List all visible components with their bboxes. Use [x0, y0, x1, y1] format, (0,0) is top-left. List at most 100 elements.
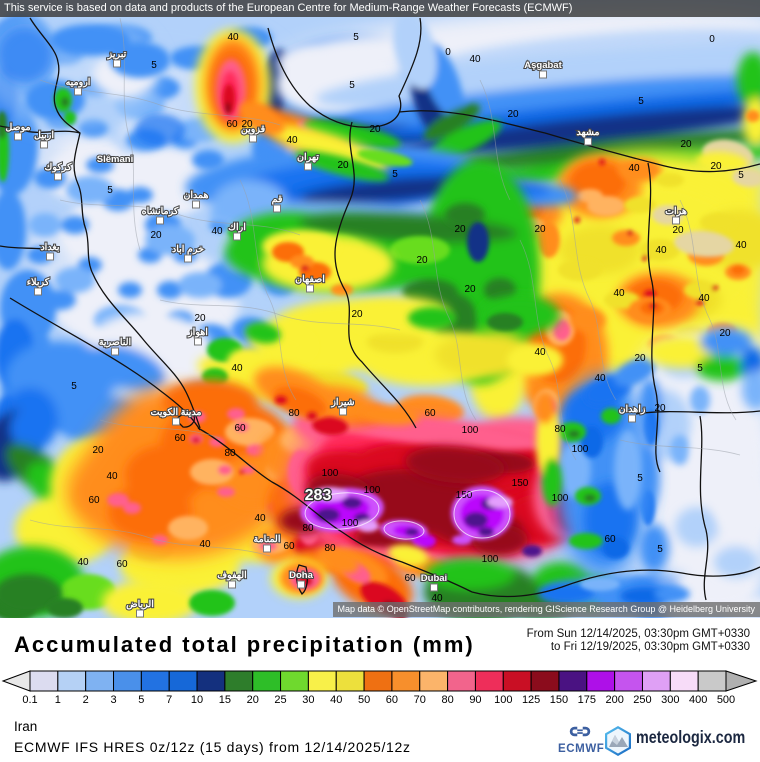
svg-text:200: 200	[605, 694, 623, 706]
svg-text:175: 175	[578, 694, 596, 706]
svg-text:20: 20	[454, 224, 466, 235]
svg-text:خرم اباد: خرم اباد	[172, 244, 204, 255]
svg-text:80: 80	[224, 448, 236, 459]
svg-text:1: 1	[55, 694, 61, 706]
svg-text:40: 40	[227, 32, 239, 43]
svg-text:المنامة: المنامة	[254, 534, 281, 545]
svg-text:Dubai: Dubai	[421, 573, 447, 584]
svg-text:20: 20	[634, 353, 646, 364]
svg-text:80: 80	[288, 408, 300, 419]
svg-text:400: 400	[689, 694, 707, 706]
svg-text:5: 5	[392, 169, 398, 180]
svg-text:3: 3	[110, 694, 116, 706]
svg-text:40: 40	[286, 135, 298, 146]
svg-text:50: 50	[358, 694, 370, 706]
svg-text:30: 30	[302, 694, 314, 706]
svg-text:اربيل: اربيل	[34, 130, 54, 141]
svg-text:90: 90	[469, 694, 481, 706]
svg-text:300: 300	[661, 694, 679, 706]
svg-text:20: 20	[416, 255, 428, 266]
svg-text:5: 5	[353, 32, 359, 43]
svg-text:5: 5	[638, 96, 644, 107]
svg-text:شيراز: شيراز	[330, 397, 354, 408]
svg-text:قزوين: قزوين	[241, 124, 266, 135]
svg-text:40: 40	[199, 539, 211, 550]
svg-text:20: 20	[672, 225, 684, 236]
svg-text:20: 20	[92, 445, 104, 456]
svg-text:زاهدان: زاهدان	[619, 404, 646, 415]
svg-text:283: 283	[305, 487, 332, 504]
svg-text:20: 20	[351, 309, 363, 320]
svg-text:20: 20	[337, 160, 349, 171]
svg-text:40: 40	[534, 347, 546, 358]
svg-text:40: 40	[655, 245, 667, 256]
svg-text:اهواز: اهواز	[187, 327, 208, 338]
svg-text:60: 60	[424, 408, 436, 419]
svg-text:20: 20	[464, 284, 476, 295]
svg-text:100: 100	[322, 468, 339, 479]
svg-text:20: 20	[194, 313, 206, 324]
svg-text:بغداد: بغداد	[40, 242, 59, 253]
svg-text:40: 40	[628, 163, 640, 174]
svg-text:60: 60	[604, 534, 616, 545]
svg-text:5: 5	[349, 80, 355, 91]
svg-text:20: 20	[241, 119, 253, 130]
svg-text:60: 60	[226, 119, 238, 130]
svg-text:100: 100	[552, 493, 569, 504]
svg-text:40: 40	[254, 513, 266, 524]
svg-text:100: 100	[572, 444, 589, 455]
svg-text:هرات: هرات	[665, 206, 687, 217]
svg-text:موصل: موصل	[5, 122, 30, 133]
svg-text:70: 70	[414, 694, 426, 706]
svg-text:20: 20	[507, 109, 519, 120]
svg-text:0.1: 0.1	[22, 694, 37, 706]
svg-text:Aşgabat: Aşgabat	[524, 60, 562, 71]
svg-text:150: 150	[512, 478, 529, 489]
svg-text:15: 15	[219, 694, 231, 706]
svg-text:20: 20	[534, 224, 546, 235]
svg-text:10: 10	[191, 694, 203, 706]
svg-text:125: 125	[522, 694, 540, 706]
svg-text:20: 20	[150, 230, 162, 241]
svg-text:مشهد: مشهد	[577, 127, 600, 138]
svg-text:20: 20	[654, 403, 666, 414]
svg-text:كركوك: كركوك	[44, 162, 72, 173]
svg-text:تهران: تهران	[297, 152, 319, 163]
svg-text:100: 100	[364, 485, 381, 496]
svg-text:20: 20	[710, 161, 722, 172]
svg-text:الرياض: الرياض	[126, 599, 154, 610]
svg-text:0: 0	[445, 47, 451, 58]
svg-text:20: 20	[719, 328, 731, 339]
svg-text:40: 40	[77, 557, 89, 568]
svg-text:80: 80	[324, 543, 336, 554]
svg-text:60: 60	[88, 495, 100, 506]
svg-text:40: 40	[613, 288, 625, 299]
svg-text:5: 5	[138, 694, 144, 706]
svg-text:اراك: اراك	[228, 222, 246, 233]
svg-text:7: 7	[166, 694, 172, 706]
svg-text:كربلاء: كربلاء	[27, 277, 50, 288]
svg-text:اصفهان: اصفهان	[295, 274, 325, 285]
svg-text:100: 100	[342, 518, 359, 529]
svg-text:40: 40	[431, 593, 443, 604]
svg-text:40: 40	[106, 471, 118, 482]
svg-text:20: 20	[247, 694, 259, 706]
svg-text:250: 250	[633, 694, 651, 706]
svg-text:80: 80	[302, 523, 314, 534]
svg-text:25: 25	[274, 694, 286, 706]
svg-text:60: 60	[386, 694, 398, 706]
svg-text:500: 500	[717, 694, 735, 706]
svg-text:60: 60	[116, 559, 128, 570]
svg-text:100: 100	[482, 554, 499, 565]
svg-text:40: 40	[698, 293, 710, 304]
svg-text:40: 40	[469, 54, 481, 65]
svg-text:اروميه: اروميه	[66, 77, 91, 88]
svg-text:60: 60	[404, 573, 416, 584]
svg-text:الناصرية: الناصرية	[99, 337, 132, 348]
svg-text:40: 40	[231, 363, 243, 374]
svg-text:40: 40	[594, 373, 606, 384]
svg-text:همدان: همدان	[183, 190, 208, 201]
svg-text:100: 100	[494, 694, 512, 706]
svg-text:60: 60	[283, 541, 295, 552]
svg-text:كرمانشاه: كرمانشاه	[142, 206, 179, 217]
